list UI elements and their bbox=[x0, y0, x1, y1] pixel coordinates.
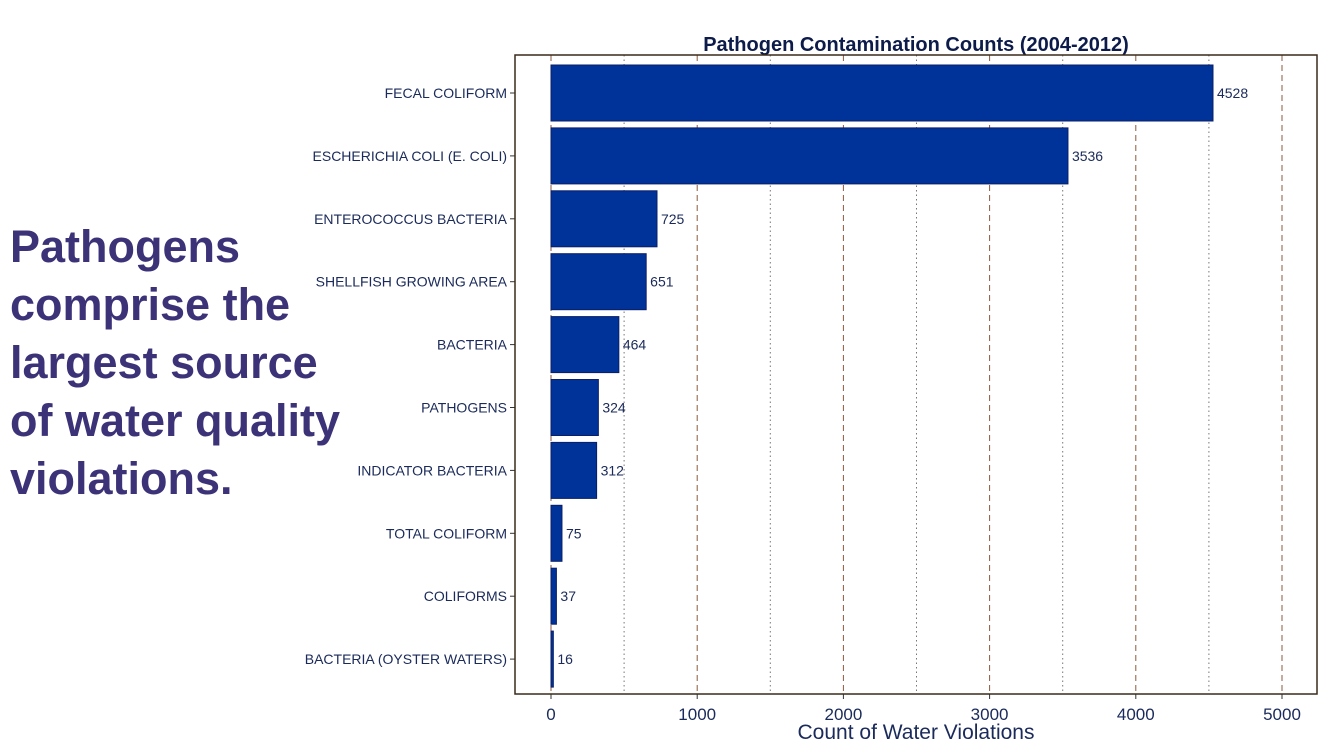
bar-value-label: 464 bbox=[623, 337, 647, 353]
x-tick-label: 2000 bbox=[824, 705, 862, 724]
category-label: SHELLFISH GROWING AREA bbox=[316, 274, 508, 290]
bar bbox=[550, 127, 1069, 185]
bar bbox=[550, 567, 557, 625]
category-label: ENTEROCOCCUS BACTERIA bbox=[314, 211, 508, 227]
category-label: INDICATOR BACTERIA bbox=[357, 462, 507, 478]
bar-value-label: 4528 bbox=[1217, 85, 1248, 101]
x-tick-label: 3000 bbox=[971, 705, 1009, 724]
bar bbox=[550, 253, 647, 311]
bar-value-label: 312 bbox=[601, 462, 625, 478]
bars: 4528 3536 725 651 464 324 312 75 37 16 bbox=[550, 64, 1248, 688]
chart-title: Pathogen Contamination Counts (2004-2012… bbox=[703, 34, 1129, 56]
x-tick-label: 4000 bbox=[1117, 705, 1155, 724]
category-labels: FECAL COLIFORM ESCHERICHIA COLI (E. COLI)… bbox=[305, 85, 515, 667]
x-tick-label: 0 bbox=[546, 705, 555, 724]
bar-value-label: 324 bbox=[602, 400, 626, 416]
x-tick-label: 5000 bbox=[1263, 705, 1301, 724]
bar-value-label: 651 bbox=[650, 274, 674, 290]
bar bbox=[550, 379, 599, 436]
x-axis-ticks: 0 1000 2000 3000 4000 5000 bbox=[546, 694, 1301, 724]
bar bbox=[550, 64, 1214, 122]
category-label: FECAL COLIFORM bbox=[385, 85, 507, 101]
bar-value-label: 3536 bbox=[1072, 148, 1103, 164]
bar-value-label: 75 bbox=[566, 525, 582, 541]
bar bbox=[550, 441, 598, 499]
bar bbox=[550, 630, 554, 688]
headline-text: Pathogens comprise the largest source of… bbox=[10, 221, 341, 504]
bar bbox=[550, 190, 658, 248]
x-axis-label: Count of Water Violations bbox=[798, 721, 1035, 744]
plot-border bbox=[514, 54, 1318, 695]
bar-value-label: 16 bbox=[557, 651, 573, 667]
x-tick-label: 1000 bbox=[678, 705, 716, 724]
category-label: ESCHERICHIA COLI (E. COLI) bbox=[313, 148, 507, 164]
bar bbox=[550, 504, 563, 562]
bar-value-label: 37 bbox=[560, 588, 576, 604]
category-label: BACTERIA bbox=[437, 337, 508, 353]
category-label: BACTERIA (OYSTER WATERS) bbox=[305, 651, 507, 667]
category-label: COLIFORMS bbox=[424, 588, 507, 604]
bar bbox=[550, 316, 620, 374]
bar-value-label: 725 bbox=[661, 211, 685, 227]
category-label: PATHOGENS bbox=[421, 400, 507, 416]
category-label: TOTAL COLIFORM bbox=[386, 525, 507, 541]
